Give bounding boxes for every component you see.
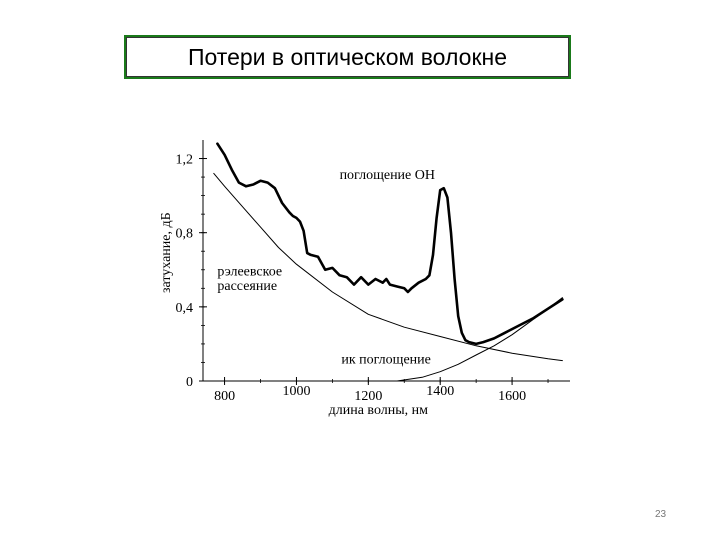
x-axis-title: длина волны, нм <box>329 403 429 418</box>
annotation-label-0: поглощение ОН <box>340 168 435 183</box>
series-line-total <box>216 142 564 346</box>
x-tick-label: 1400 <box>426 384 454 399</box>
x-tick-label: 1600 <box>498 389 526 404</box>
series-line-ir <box>396 297 563 382</box>
y-tick-label: 0,4 <box>176 301 194 316</box>
x-tick-label: 1000 <box>282 384 310 399</box>
chart-labels: длина волны, нм затухание, дБ поглощение О… <box>159 168 435 418</box>
chart-ticks: 0 0,4 0,8 1,2 800 1000 1200 1400 1600 <box>176 153 549 404</box>
y-axis-title: затухание, дБ <box>159 212 174 293</box>
chart-axes <box>202 140 570 382</box>
slide-title: Потери в оптическом волокне <box>126 37 569 77</box>
annotation-label-2: рассеяние <box>217 279 277 294</box>
series-line-rayleigh <box>213 172 563 362</box>
x-tick-label: 800 <box>214 389 235 404</box>
y-tick-label: 0 <box>186 375 193 390</box>
y-tick-label: 1,2 <box>176 153 194 168</box>
page-number: 23 <box>655 509 667 520</box>
chart-series <box>213 142 564 382</box>
y-tick-label: 0,8 <box>176 227 194 242</box>
annotation-label-3: ик поглощение <box>341 352 431 367</box>
annotation-label-1: рэлеевское <box>217 264 282 279</box>
x-tick-label: 1200 <box>354 389 382 404</box>
